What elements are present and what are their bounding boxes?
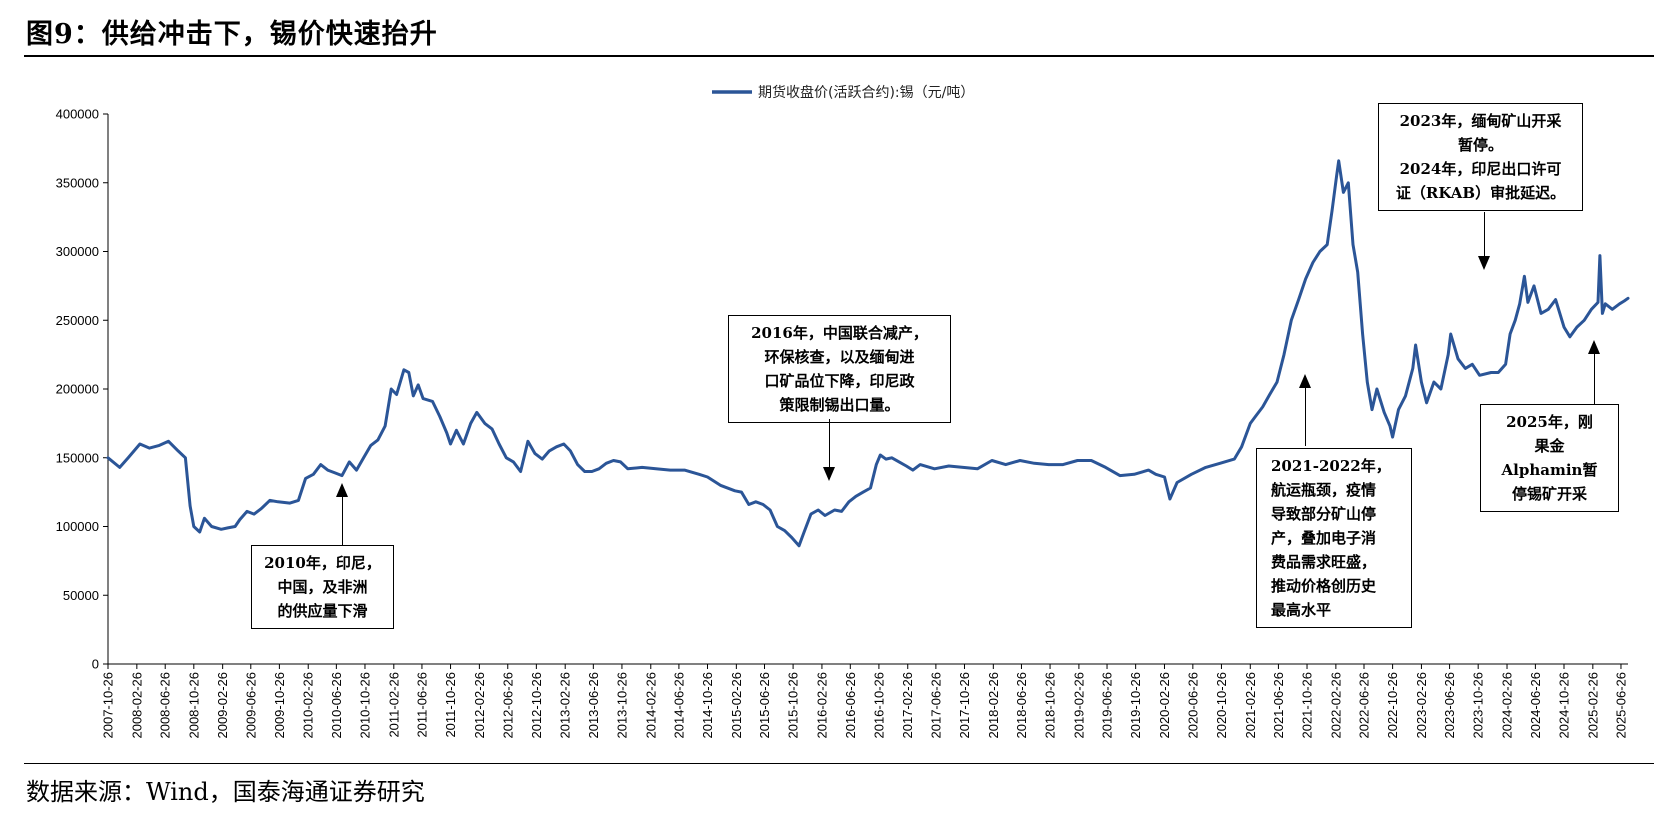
x-tick-label: 2020-10-26 bbox=[1214, 672, 1229, 739]
x-tick-label: 2022-02-26 bbox=[1328, 672, 1343, 739]
x-tick-label: 2024-06-26 bbox=[1528, 672, 1543, 739]
x-tick-label: 2016-10-26 bbox=[871, 672, 886, 739]
x-tick-label: 2017-02-26 bbox=[900, 672, 915, 739]
x-tick-label: 2019-06-26 bbox=[1100, 672, 1115, 739]
x-tick-label: 2019-02-26 bbox=[1071, 672, 1086, 739]
x-tick-label: 2022-10-26 bbox=[1385, 672, 1400, 739]
x-tick-label: 2007-10-26 bbox=[101, 672, 116, 739]
x-tick-label: 2023-02-26 bbox=[1414, 672, 1429, 739]
x-tick-label: 2016-02-26 bbox=[814, 672, 829, 739]
x-tick-label: 2014-10-26 bbox=[700, 672, 715, 739]
x-tick-label: 2020-02-26 bbox=[1157, 672, 1172, 739]
annotation-2016-arrow bbox=[823, 419, 835, 481]
x-tick-label: 2011-02-26 bbox=[386, 672, 401, 738]
x-tick-label: 2019-10-26 bbox=[1128, 672, 1143, 739]
x-tick-label: 2011-06-26 bbox=[414, 672, 429, 738]
y-tick-label: 400000 bbox=[56, 107, 99, 122]
x-tick-label: 2010-06-26 bbox=[329, 672, 344, 739]
annotation-2023-arrow bbox=[1478, 212, 1490, 270]
annotation-2025: 2025年，刚 果金 Alphamin暂 停锡矿开采 bbox=[1480, 404, 1619, 512]
x-tick-label: 2021-06-26 bbox=[1271, 672, 1286, 739]
x-tick-label: 2018-10-26 bbox=[1043, 672, 1058, 739]
annotation-2010-arrow bbox=[336, 483, 348, 545]
x-tick-label: 2012-06-26 bbox=[500, 672, 515, 739]
x-tick-label: 2023-10-26 bbox=[1471, 672, 1486, 739]
annotation-2010: 2010年，印尼， 中国，及非洲 的供应量下滑 bbox=[251, 545, 394, 629]
annotation-2021-2022: 2021-2022年， 航运瓶颈，疫情 导致部分矿山停 产，叠加电子消 费品需求旺盛，推… bbox=[1256, 448, 1412, 628]
x-tick-label: 2017-06-26 bbox=[928, 672, 943, 739]
x-tick-label: 2020-06-26 bbox=[1185, 672, 1200, 739]
x-tick-label: 2016-06-26 bbox=[843, 672, 858, 739]
x-tick-label: 2017-10-26 bbox=[957, 672, 972, 739]
annotation-2021-arrow bbox=[1299, 374, 1311, 446]
x-tick-label: 2015-02-26 bbox=[729, 672, 744, 739]
y-tick-label: 0 bbox=[92, 657, 99, 672]
x-tick-label: 2025-06-26 bbox=[1613, 672, 1628, 739]
figure-title: 图9：供给冲击下，锡价快速抬升 bbox=[26, 19, 438, 50]
x-tick-label: 2024-02-26 bbox=[1500, 672, 1515, 739]
x-tick-label: 2025-02-26 bbox=[1585, 672, 1600, 739]
x-tick-label: 2012-10-26 bbox=[529, 672, 544, 739]
source-note: 数据来源：Wind，国泰海通证券研究 bbox=[26, 778, 425, 806]
x-tick-label: 2022-06-26 bbox=[1356, 672, 1371, 739]
x-tick-label: 2011-10-26 bbox=[443, 672, 458, 738]
x-tick-label: 2009-06-26 bbox=[243, 672, 258, 739]
line-chart: 0 50000 100000 150000 200000 250000 300000 3500… bbox=[56, 84, 1630, 739]
x-tick-label: 2008-06-26 bbox=[158, 672, 173, 739]
annotation-2016-line: 2016年，中国联合减产， 环保核查，以及缅甸进 口矿品位下降，印尼政 策限制锡出口量… bbox=[751, 324, 928, 414]
annotation-2025-line: 2025年，刚 果金 Alphamin暂 停锡矿开采 bbox=[1501, 413, 1598, 503]
x-tick-label: 2021-02-26 bbox=[1243, 672, 1258, 739]
x-tick-label: 2024-10-26 bbox=[1556, 672, 1571, 739]
x-tick-label: 2012-02-26 bbox=[472, 672, 487, 739]
x-tick-label: 2014-02-26 bbox=[643, 672, 658, 739]
y-tick-label: 200000 bbox=[56, 382, 99, 397]
x-tick-label: 2009-10-26 bbox=[272, 672, 287, 739]
annotation-2023-2024: 2023年，缅甸矿山开采 暂停。 2024年，印尼出口许可 证（RKAB）审批延迟。 bbox=[1378, 103, 1583, 211]
y-tick-label: 100000 bbox=[56, 519, 99, 534]
x-tick-label: 2018-02-26 bbox=[986, 672, 1001, 739]
legend-label: 期货收盘价(活跃合约):锡（元/吨） bbox=[758, 84, 974, 101]
x-tick-label: 2009-02-26 bbox=[215, 672, 230, 739]
x-tick-label: 2014-06-26 bbox=[671, 672, 686, 739]
title-rule bbox=[24, 55, 1654, 57]
x-tick-label: 2008-10-26 bbox=[186, 672, 201, 739]
y-tick-label: 250000 bbox=[56, 313, 99, 328]
x-tick-label: 2013-02-26 bbox=[558, 672, 573, 739]
series-line-tin-price bbox=[106, 159, 1630, 548]
source-rule bbox=[24, 763, 1654, 764]
y-tick-label: 50000 bbox=[63, 588, 99, 603]
x-tick-label: 2013-06-26 bbox=[586, 672, 601, 739]
x-tick-label: 2008-02-26 bbox=[129, 672, 144, 739]
x-tick-label: 2023-06-26 bbox=[1442, 672, 1457, 739]
x-tick-label: 2021-10-26 bbox=[1300, 672, 1315, 739]
x-tick-label: 2010-10-26 bbox=[357, 672, 372, 739]
annotation-2010-line: 2010年，印尼， 中国，及非洲 的供应量下滑 bbox=[264, 554, 381, 620]
x-tick-label: 2013-10-26 bbox=[614, 672, 629, 739]
y-tick-label: 150000 bbox=[56, 450, 99, 465]
x-tick-label: 2010-02-26 bbox=[301, 672, 316, 739]
annotation-2016: 2016年，中国联合减产， 环保核查，以及缅甸进 口矿品位下降，印尼政 策限制锡出口量… bbox=[728, 315, 951, 423]
annotation-2023-2024-line: 2023年，缅甸矿山开采 暂停。 2024年，印尼出口许可 证（RKAB）审批延迟。 bbox=[1395, 112, 1566, 202]
x-tick-label: 2015-10-26 bbox=[786, 672, 801, 739]
x-tick-label: 2018-06-26 bbox=[1014, 672, 1029, 739]
annotation-2021-2022-line: 2021-2022年， 航运瓶颈，疫情 导致部分矿山停 产，叠加电子消 费品需求旺盛，推… bbox=[1271, 457, 1391, 619]
x-tick-label: 2015-06-26 bbox=[757, 672, 772, 739]
y-tick-label: 350000 bbox=[56, 175, 99, 190]
y-tick-label: 300000 bbox=[56, 244, 99, 259]
annotation-2025-arrow bbox=[1588, 340, 1600, 404]
